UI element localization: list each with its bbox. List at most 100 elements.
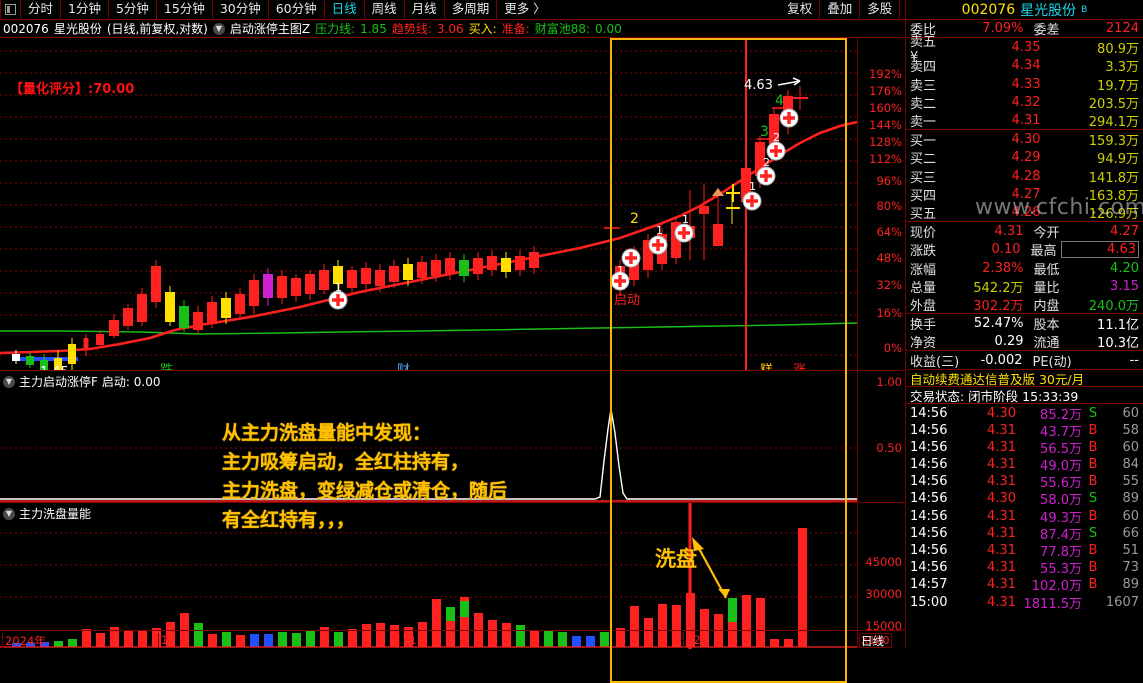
tick-volume: 43.7万 [1040, 424, 1082, 440]
stat-value-pe: -- [1129, 352, 1139, 368]
bid-price-5: 4.26 [1011, 205, 1041, 221]
bid-row-1[interactable]: 买一 4.30 159.3万 [906, 130, 1143, 149]
mark-zhang: 涨 [793, 363, 806, 371]
bid-row-4[interactable]: 买四 4.27 163.8万 [906, 186, 1143, 204]
tick-volume: 49.3万 [1040, 510, 1082, 526]
ask-row-3[interactable]: 卖三 4.33 19.7万 [906, 75, 1143, 94]
tick-side: S [1088, 525, 1098, 541]
chevron-down-icon[interactable]: ▼ [212, 22, 225, 35]
stat-label-change: 涨跌 [910, 244, 937, 260]
tick-row[interactable]: 14:56 4.31 49.0万 B 84 [906, 456, 1143, 475]
ind1-axis-050: 0.50 [876, 441, 902, 455]
stat-label-volume: 总量 [910, 281, 937, 297]
chart-zone[interactable]: 1 1 1 1 2 2 1 2 3 4 4.63 [0, 38, 905, 683]
paxis-160: 160% [869, 101, 902, 115]
tick-volume: 77.8万 [1040, 545, 1082, 561]
tick-row[interactable]: 14:56 4.31 49.3万 B 60 [906, 508, 1143, 526]
period-30min[interactable]: 30分钟 [213, 0, 269, 19]
yellow-cross-marker [726, 184, 740, 202]
stat-row-turnover: 换手 52.47% 股本 11.1亿 [906, 314, 1143, 333]
ask-row-1[interactable]: 卖一 4.31 294.1万 [906, 112, 1143, 131]
period-daily[interactable]: 日线 [325, 0, 365, 19]
chevron-down-icon[interactable]: ▼ [3, 507, 15, 520]
tick-row[interactable]: 14:56 4.31 55.3万 B 73 [906, 559, 1143, 578]
period-15min[interactable]: 15分钟 [157, 0, 213, 19]
period-5min[interactable]: 5分钟 [109, 0, 157, 19]
period-weekly[interactable]: 周线 [365, 0, 405, 19]
paxis-176: 176% [869, 84, 902, 98]
tick-count: 51 [1122, 543, 1139, 559]
tick-volume: 55.3万 [1040, 562, 1082, 578]
stat-value-price: 4.31 [994, 223, 1024, 239]
period-more[interactable]: 更多 〉 [504, 1, 546, 17]
stat-value-pct: 2.38% [982, 260, 1024, 276]
ratio-label: 委比 [910, 23, 937, 39]
paxis-64: 64% [876, 225, 902, 239]
ratio-row: 委比 7.09% 委差 2124 [906, 20, 1143, 39]
mark-die: 跌 [160, 362, 173, 371]
tick-volume: 49.0万 [1040, 459, 1082, 475]
indicator2-header[interactable]: ▼ 主力洗盘量能 [3, 505, 91, 522]
time-label-12: 12 [683, 633, 701, 648]
btn-duogu[interactable]: 多股 [860, 0, 901, 19]
tick-row[interactable]: 14:56 4.30 58.0万 S 89 [906, 490, 1143, 508]
period-monthly[interactable]: 月线 [405, 0, 445, 19]
tick-time: 14:56 [910, 560, 948, 576]
ask-label-1: 卖一 [910, 115, 937, 131]
paxis-144: 144% [869, 118, 902, 132]
svg-text:1: 1 [682, 213, 689, 226]
info-indicator[interactable]: 启动涨停主图Z [229, 22, 311, 36]
btn-diejia[interactable]: 叠加 [820, 0, 861, 19]
period-1min[interactable]: 1分钟 [61, 0, 109, 19]
bid-row-2[interactable]: 买二 4.29 94.9万 [906, 149, 1143, 167]
paxis-96: 96% [876, 174, 902, 188]
svg-text:1: 1 [656, 224, 663, 237]
ask-row-2[interactable]: 卖二 4.32 203.5万 [906, 94, 1143, 112]
ask-row-5[interactable]: 卖五 ¥ 4.35 80.9万 [906, 35, 1143, 65]
tick-row[interactable]: 14:57 4.31 102.0万 B 89 [906, 576, 1143, 594]
start-label-text: 启动 [614, 293, 640, 308]
low-price-text: 1.45 [40, 365, 69, 371]
stat-label-turnover: 换手 [910, 317, 937, 333]
tick-row[interactable]: 15:00 4.31 1811.5万 1607 [906, 593, 1143, 612]
stat-value-float: 10.3亿 [1097, 335, 1139, 351]
stat-value-high: 4.63 [1060, 241, 1139, 259]
stat-row-eps: 收益(三) -0.002 PE(动) -- [906, 351, 1143, 370]
price-chart-svg: 1 1 1 1 2 2 1 2 3 4 4.63 [0, 38, 857, 371]
tick-time: 15:00 [910, 594, 948, 610]
chevron-down-icon[interactable]: ▼ [3, 375, 15, 388]
tick-side: B [1088, 457, 1098, 473]
period-multi[interactable]: 多周期 [445, 0, 498, 19]
tick-price: 4.30 [987, 491, 1016, 507]
tick-time: 14:56 [910, 405, 948, 421]
pressure-label: 压力线: [315, 22, 356, 36]
bid-row-3[interactable]: 买三 4.28 141.8万 [906, 167, 1143, 186]
period-fenshi[interactable]: 分时 [21, 0, 62, 19]
btn-fuquan[interactable]: 复权 [780, 0, 821, 19]
tick-row[interactable]: 14:56 4.31 87.4万 S 66 [906, 525, 1143, 543]
high-price-text: 4.63 [744, 78, 773, 93]
panel-toggle-icon[interactable] [0, 0, 21, 19]
tick-side: B [1088, 560, 1098, 576]
main-price-chart[interactable]: 1 1 1 1 2 2 1 2 3 4 4.63 [0, 38, 857, 371]
ask-vol-5: 80.9万 [1097, 42, 1139, 58]
svg-text:3: 3 [760, 124, 769, 140]
quote-panel[interactable]: 002076 星光股份 B 委比 7.09% 委差 2124 卖五 ¥ 4.35… [905, 0, 1143, 649]
tick-row[interactable]: 14:56 4.31 55.6万 B 55 [906, 473, 1143, 491]
tick-count: 89 [1122, 577, 1139, 593]
ask-row-4[interactable]: 卖四 4.34 3.3万 [906, 57, 1143, 75]
indicator-panel-wash-volume[interactable] [0, 503, 857, 649]
tick-price: 4.31 [987, 457, 1016, 473]
tick-list[interactable]: 14:56 4.30 85.2万 S 60 14:56 4.31 43.7万 B… [906, 404, 1143, 612]
indicator1-header[interactable]: ▼ 主力启动涨停F 启动: 0.00 [3, 373, 160, 390]
auto-renew-banner[interactable]: 自动续费通达信普及版 30元/月 [906, 369, 1143, 388]
volume-bars [12, 528, 807, 647]
tick-row[interactable]: 14:56 4.30 85.2万 S 60 [906, 404, 1143, 423]
tick-row[interactable]: 14:56 4.31 77.8万 B 51 [906, 542, 1143, 561]
tick-row[interactable]: 14:56 4.31 56.5万 B 60 [906, 439, 1143, 457]
tick-row[interactable]: 14:56 4.31 43.7万 B 58 [906, 422, 1143, 440]
annotation-line-4: 有全红持有，，， [222, 509, 356, 531]
period-60min[interactable]: 60分钟 [269, 0, 325, 19]
bid-row-5[interactable]: 买五 4.26 126.9万 [906, 204, 1143, 223]
indicator2-svg [0, 503, 857, 649]
